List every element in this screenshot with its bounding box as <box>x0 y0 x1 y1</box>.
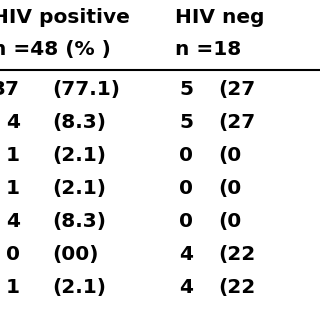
Text: (8.3): (8.3) <box>52 113 106 132</box>
Text: 1: 1 <box>6 278 20 297</box>
Text: (77.1): (77.1) <box>52 80 120 99</box>
Text: (0: (0 <box>218 212 241 231</box>
Text: (2.1): (2.1) <box>52 278 106 297</box>
Text: (0: (0 <box>218 146 241 165</box>
Text: (2.1): (2.1) <box>52 146 106 165</box>
Text: (8.3): (8.3) <box>52 212 106 231</box>
Text: HIV positive: HIV positive <box>0 8 130 27</box>
Text: (22: (22 <box>218 245 255 264</box>
Text: n =48 (% ): n =48 (% ) <box>0 40 111 59</box>
Text: n =18: n =18 <box>175 40 241 59</box>
Text: 1: 1 <box>6 146 20 165</box>
Text: 37: 37 <box>0 80 20 99</box>
Text: 4: 4 <box>6 212 20 231</box>
Text: (22: (22 <box>218 278 255 297</box>
Text: 0: 0 <box>179 179 193 198</box>
Text: HIV neg: HIV neg <box>175 8 265 27</box>
Text: (27: (27 <box>218 113 255 132</box>
Text: 4: 4 <box>6 113 20 132</box>
Text: 1: 1 <box>6 179 20 198</box>
Text: 5: 5 <box>179 113 193 132</box>
Text: 0: 0 <box>179 146 193 165</box>
Text: 0: 0 <box>179 212 193 231</box>
Text: (27: (27 <box>218 80 255 99</box>
Text: (2.1): (2.1) <box>52 179 106 198</box>
Text: (0: (0 <box>218 179 241 198</box>
Text: 4: 4 <box>179 278 193 297</box>
Text: 0: 0 <box>6 245 20 264</box>
Text: 5: 5 <box>179 80 193 99</box>
Text: (00): (00) <box>52 245 99 264</box>
Text: 4: 4 <box>179 245 193 264</box>
